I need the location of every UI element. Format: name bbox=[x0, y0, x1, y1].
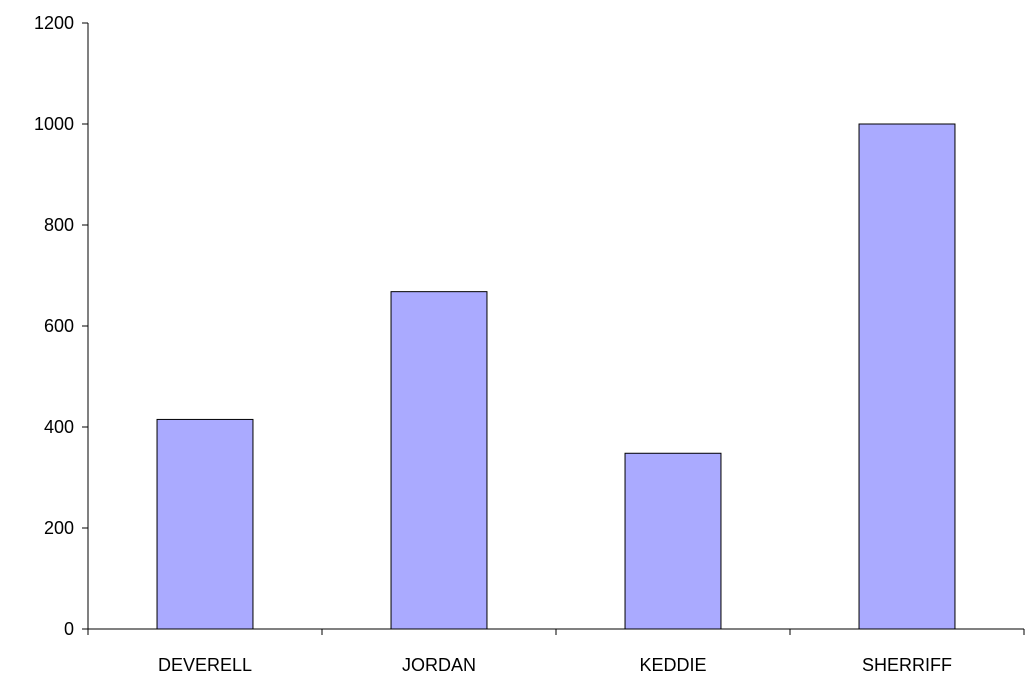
y-tick-label: 400 bbox=[44, 417, 74, 437]
y-tick-label: 600 bbox=[44, 316, 74, 336]
bar-deverell bbox=[156, 418, 254, 630]
y-tick-label: 0 bbox=[64, 619, 74, 639]
y-tick-label: 200 bbox=[44, 518, 74, 538]
bars-group bbox=[156, 123, 956, 630]
bar-sherriff bbox=[858, 123, 956, 630]
x-axis: DEVERELL JORDAN KEDDIE SHERRIFF bbox=[87, 628, 1025, 675]
x-category-label: KEDDIE bbox=[639, 655, 706, 675]
x-category-label: SHERRIFF bbox=[862, 655, 952, 675]
x-category-label: JORDAN bbox=[402, 655, 476, 675]
y-tick-label: 800 bbox=[44, 215, 74, 235]
y-axis: 0 200 400 600 800 1000 1200 bbox=[34, 13, 89, 639]
bar-keddie bbox=[624, 452, 722, 630]
x-category-label: DEVERELL bbox=[158, 655, 252, 675]
y-tick-label: 1000 bbox=[34, 114, 74, 134]
bar-jordan bbox=[390, 291, 488, 630]
y-tick-label: 1200 bbox=[34, 13, 74, 33]
